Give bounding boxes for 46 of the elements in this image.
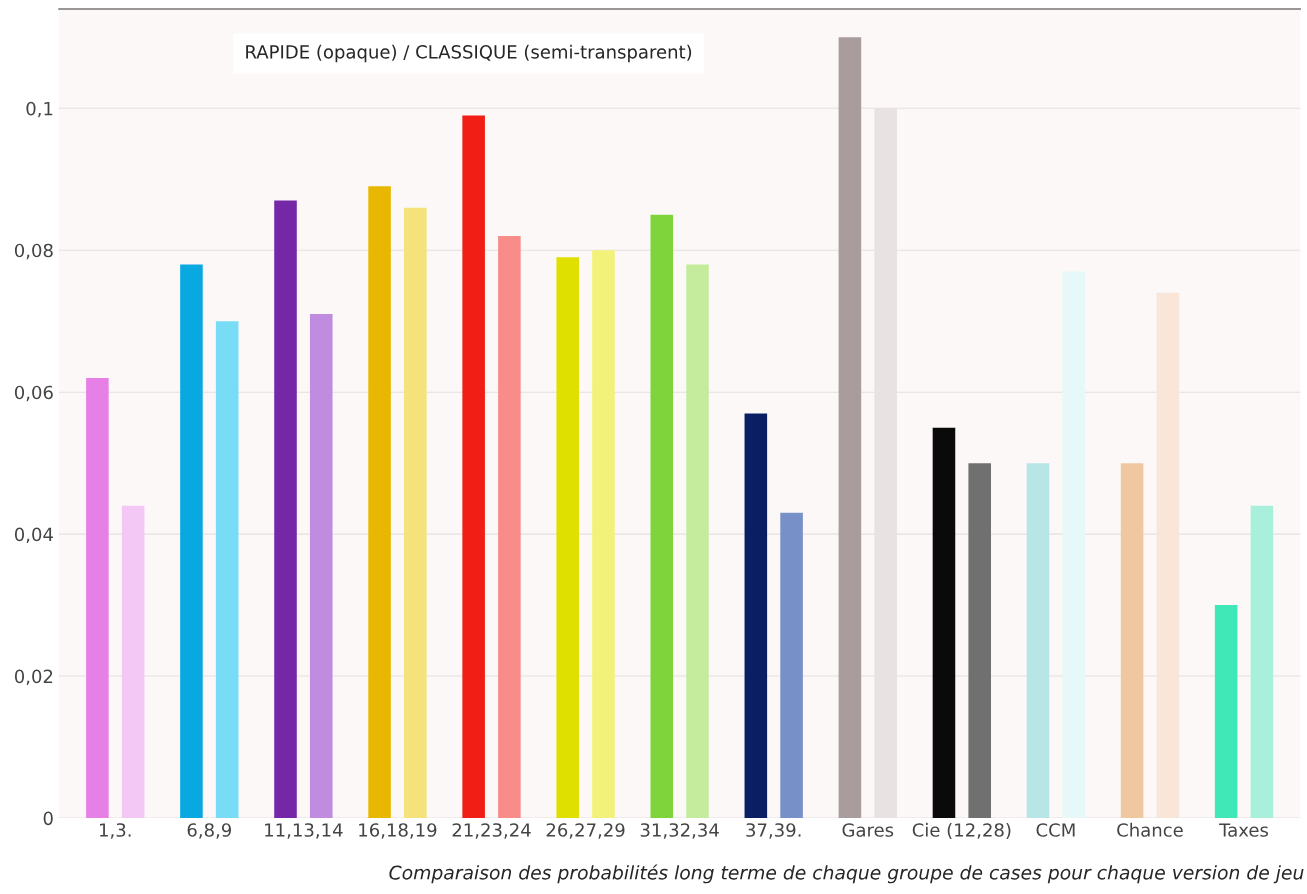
bar [1062,271,1086,819]
y-tick-label: 0,08 [14,243,53,260]
x-tick-label: 37,39. [746,823,801,839]
x-tick-label: Taxes [1219,823,1269,837]
bar [274,200,297,819]
x-tick-label: 21,23,24 [452,823,531,839]
y-tick-label: 0,04 [14,527,53,544]
bar [180,264,203,819]
bar [1250,505,1274,819]
bar [744,413,768,819]
bar [650,214,674,819]
bar [1156,292,1180,819]
bar [309,314,333,819]
bar [686,264,709,819]
bar [404,207,427,819]
x-tick-label: Gares [842,823,894,837]
y-tick-label: 0,1 [26,101,53,118]
y-tick-label: 0,06 [14,385,53,402]
x-tick-label: Chance [1117,822,1183,837]
bar [556,257,579,819]
bar [932,427,956,819]
bar [498,236,521,819]
bar [1214,605,1238,819]
bar [462,115,485,819]
bar [86,377,109,819]
bar [368,186,391,819]
bar [1026,463,1050,819]
x-tick-label: 1,3. [100,823,131,839]
bar [121,505,145,819]
text: Comparaison des probabilités long terme de chaque groupe de cases pour chaque version de jeu [389,864,1304,884]
bar [968,463,991,819]
bar [592,250,615,819]
x-tick-label: 11,13,14 [265,823,343,839]
y-tick-label: 0,02 [14,669,53,686]
x-tick-label: CCM [1036,823,1075,837]
x-tick-label: 26,27,29 [546,823,625,839]
bar [1120,463,1144,819]
bar [780,512,803,819]
y-tick-label: 0 [43,811,53,826]
x-tick-label: Cie (12,28) [912,822,1011,839]
x-tick-label: 31,32,34 [640,823,719,839]
bar [838,37,862,819]
bar [215,321,239,819]
x-tick-label: 6,8,9 [187,823,232,839]
x-tick-label: 16,18,19 [359,823,437,839]
annotation: RAPIDE (opaque) / CLASSIQUE (semi-transparent) [246,44,692,63]
